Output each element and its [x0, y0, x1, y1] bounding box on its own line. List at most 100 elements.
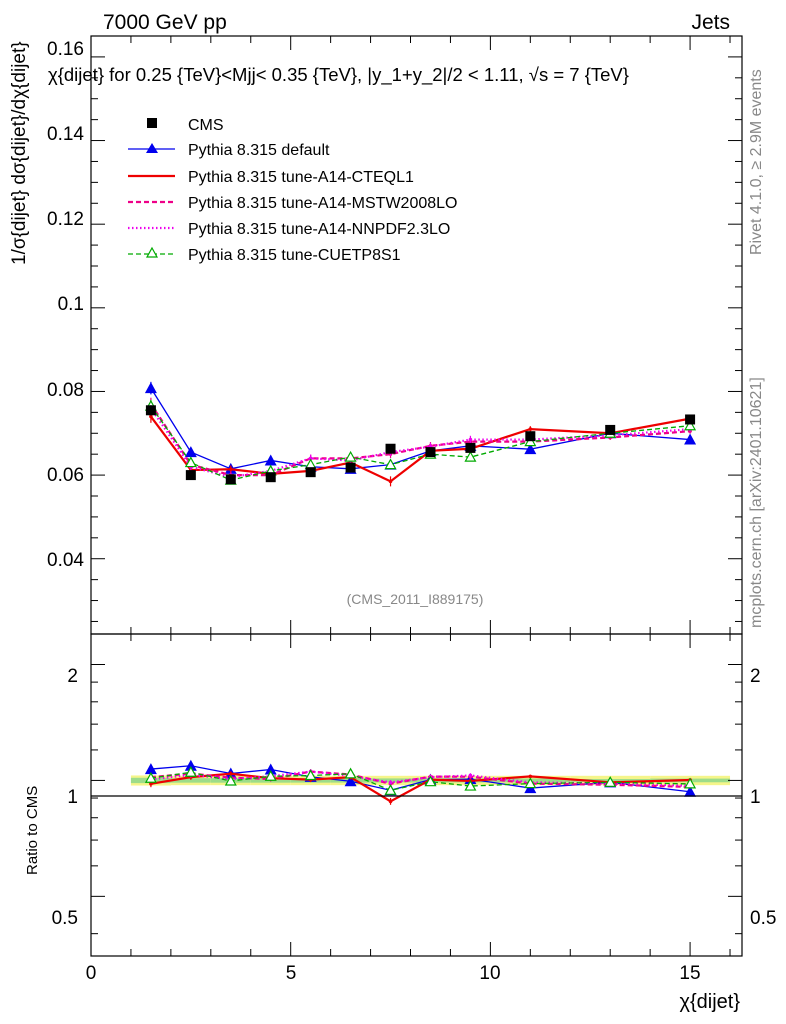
main-line-5 [150, 405, 691, 481]
main-point-cms [345, 462, 356, 473]
legend-label-default: Pythia 8.315 default [188, 142, 330, 159]
main-point [228, 467, 233, 472]
main-point-cms [145, 405, 156, 416]
ratio-ytick-right-0.5: 0.5 [750, 908, 776, 929]
legend-entry-mstw: Pythia 8.315 tune-A14-MSTW2008LO [128, 195, 457, 212]
ratio-point [524, 777, 537, 789]
xtick-10: 10 [479, 963, 500, 984]
legend-entry-default: Pythia 8.315 default [128, 142, 330, 159]
legend: CMS Pythia 8.315 default Pythia 8.315 tu… [128, 117, 457, 264]
rivet-version-label: Rivet 4.1.0, ≥ 2.9M events [748, 69, 765, 255]
ratio-point [604, 776, 617, 787]
xtick-5: 5 [286, 963, 297, 984]
ratio-point [149, 781, 153, 786]
main-point-cms [685, 414, 696, 425]
ytick-0.04: 0.04 [47, 550, 84, 571]
ratio-point [388, 780, 393, 785]
main-point-cms [605, 424, 616, 435]
ratio-line-4 [150, 770, 691, 787]
ratio-point [528, 774, 533, 779]
main-line-4 [149, 407, 691, 479]
ytick-0.08: 0.08 [47, 380, 84, 401]
plot-title: χ{dijet} for 0.25 {TeV}<Mjj< 0.35 {TeV},… [48, 64, 629, 86]
main-line-2 [150, 415, 691, 483]
legend-marker-default [146, 143, 158, 153]
ytick-0.14: 0.14 [47, 124, 84, 145]
ratio-point [264, 770, 277, 781]
ratio-point [184, 766, 197, 777]
xtick-15: 15 [679, 963, 700, 984]
main-point [684, 419, 697, 431]
ratio-ytick-right-1: 1 [750, 787, 761, 808]
ratio-point [144, 771, 157, 783]
legend-marker-cuetp8s1 [145, 246, 159, 258]
main-point [308, 456, 313, 461]
main-point [149, 414, 153, 419]
main-point-cms [305, 467, 316, 478]
main-point-cms [525, 431, 536, 442]
ratio-point [228, 771, 233, 776]
xlabel: χ{dijet} [679, 991, 740, 1013]
ratio-line-1 [150, 765, 691, 793]
ratio-point [424, 775, 437, 787]
main-axis-ticks [90, 35, 742, 634]
ratio-point [224, 774, 237, 786]
legend-label-mstw: Pythia 8.315 tune-A14-MSTW2008LO [188, 195, 457, 212]
xtick-labels: 0 5 10 15 [86, 963, 701, 984]
main-point [468, 437, 473, 442]
main-point [344, 450, 357, 462]
ratio-line-2 [150, 772, 691, 803]
legend-label-cuetp8s1: Pythia 8.315 tune-CUETP8S1 [188, 247, 401, 264]
main-series-layer [144, 381, 697, 487]
legend-entry-nnpdf: Pythia 8.315 tune-A14-NNPDF2.3LO [128, 221, 450, 238]
ratio-ytick-labels: 0.5 1 2 0.5 1 2 [52, 666, 777, 929]
ratio-point [684, 785, 697, 797]
ratio-point [304, 769, 317, 781]
ratio-ylabel: Ratio to CMS [24, 786, 41, 875]
main-point [684, 433, 697, 445]
main-point [144, 382, 157, 394]
ratio-point [264, 763, 277, 775]
legend-marker-cms [147, 118, 157, 128]
ratio-axis-ticks [90, 634, 742, 956]
ratio-line-3 [150, 770, 691, 789]
legend-label-cms: CMS [188, 117, 224, 134]
main-point-cms [385, 443, 396, 454]
main-point-cms [425, 447, 436, 458]
ratio-series-5 [144, 766, 697, 795]
ratio-point [684, 777, 697, 789]
ratio-point [184, 759, 197, 771]
ratio-point [384, 784, 397, 795]
main-point [384, 458, 397, 470]
legend-entry-cuetp8s1: Pythia 8.315 tune-CUETP8S1 [128, 246, 401, 264]
main-point [528, 427, 533, 431]
header-left: 7000 GeV pp [103, 11, 227, 34]
ytick-0.16: 0.16 [47, 39, 84, 60]
legend-label-nnpdf: Pythia 8.315 tune-A14-NNPDF2.3LO [188, 221, 450, 238]
ratio-line-5 [150, 771, 691, 791]
main-series-0 [145, 405, 696, 485]
ratio-band-stat [170, 778, 211, 783]
ratio-plot-frame [90, 633, 743, 957]
header-right: Jets [691, 11, 730, 34]
main-point-cms [265, 472, 276, 483]
ratio-point [344, 767, 357, 779]
main-point [184, 456, 197, 468]
main-point [524, 443, 537, 455]
ratio-point [344, 775, 357, 787]
main-point-cms [225, 474, 236, 485]
legend-label-cteql1: Pythia 8.315 tune-A14-CTEQL1 [188, 169, 414, 186]
ytick-0.12: 0.12 [47, 209, 84, 230]
main-ylabel: 1/σ{dijet} dσ{dijet}/dχ{dijet} [9, 41, 30, 265]
ratio-point [464, 779, 477, 791]
analysis-id: (CMS_2011_I889175) [347, 591, 484, 607]
main-point-cms [465, 442, 476, 453]
ytick-0.1: 0.1 [58, 294, 84, 315]
mcplots-label: mcplots.cern.ch [arXiv:2401.10621] [748, 377, 765, 628]
main-point [388, 479, 393, 484]
legend-entry-cteql1: Pythia 8.315 tune-A14-CTEQL1 [128, 169, 414, 186]
ratio-series-layer [144, 759, 697, 805]
main-point [184, 446, 197, 458]
main-point [264, 454, 277, 466]
